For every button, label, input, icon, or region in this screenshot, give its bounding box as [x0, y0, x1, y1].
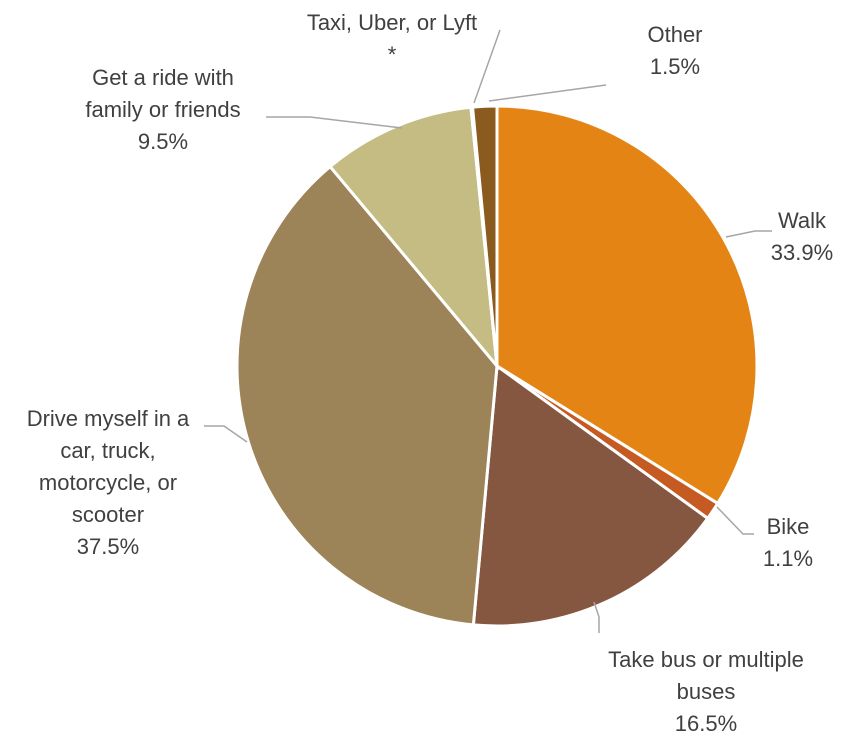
leader-lines	[204, 29, 772, 633]
slice-name-line: Walk	[778, 208, 827, 233]
slice-value-label: 16.5%	[675, 711, 737, 736]
pie-slice-2	[471, 363, 710, 628]
slice-name-line: Other	[647, 22, 702, 47]
leader-line-2	[593, 601, 600, 633]
slice-name-line: Get a ride with	[92, 65, 234, 90]
slice-name-line: Take bus or multiple	[608, 647, 804, 672]
slice-name-line: car, truck,	[60, 438, 155, 463]
slice-value-label: 37.5%	[77, 534, 139, 559]
slice-label-5: Taxi, Uber, or Lyft *	[307, 10, 477, 67]
slice-value-label: 1.5%	[650, 54, 700, 79]
slice-name-line: motorcycle, or	[39, 470, 177, 495]
leader-line-1	[716, 506, 754, 535]
pie-slice-0	[495, 104, 759, 506]
slice-name-line: Drive myself in a	[27, 406, 190, 431]
slice-labels: Walk 33.9% Bike 1.1% Take bus or multiple bus…	[27, 10, 833, 736]
slice-label-6: Other 1.5%	[647, 22, 702, 79]
slice-label-2: Take bus or multiple buses 16.5%	[608, 647, 804, 736]
slice-value-label: 1.1%	[763, 546, 813, 571]
leader-line-3	[204, 425, 248, 443]
slice-label-4: Get a ride with family or friends 9.5%	[85, 65, 240, 154]
slice-name-line: buses	[677, 679, 736, 704]
leader-line-4	[266, 116, 403, 129]
leader-line-5	[473, 29, 501, 104]
slice-label-0: Walk 33.9%	[771, 208, 833, 265]
slice-value-label: 33.9%	[771, 240, 833, 265]
leader-line-0	[725, 230, 772, 238]
slice-label-1: Bike 1.1%	[763, 514, 813, 571]
slice-name-line: Taxi, Uber, or Lyft	[307, 10, 477, 35]
pie-slices	[235, 104, 759, 628]
slice-name-line: scooter	[72, 502, 144, 527]
slice-label-3: Drive myself in a car, truck, motorcycle, …	[27, 406, 190, 559]
slice-name-line: Bike	[767, 514, 810, 539]
pie-slice-6	[470, 104, 499, 367]
pie-slice-4	[328, 105, 499, 371]
slice-value-label: *	[388, 42, 397, 67]
slice-name-line: family or friends	[85, 97, 240, 122]
pie-slice-3	[235, 164, 499, 627]
leader-line-6	[488, 84, 607, 102]
slice-value-label: 9.5%	[138, 129, 188, 154]
